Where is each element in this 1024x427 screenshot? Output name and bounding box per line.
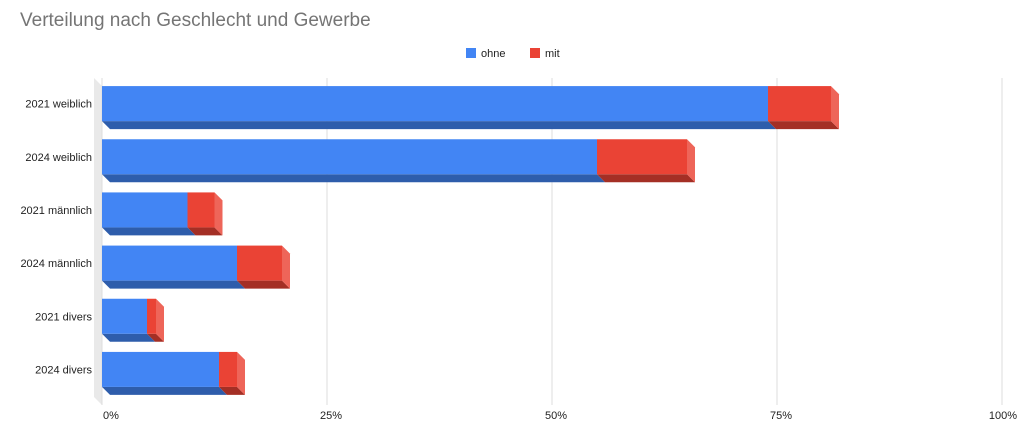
legend-label-mit[interactable]: mit (545, 48, 560, 60)
category-label-2021-divers: 2021 divers (35, 311, 92, 323)
category-label-2024-divers: 2024 divers (35, 364, 92, 376)
bar-mit-2024-weiblich[interactable] (597, 139, 695, 183)
x-tick-label: 25% (320, 410, 342, 422)
category-label-2021-männlich: 2021 männlich (20, 205, 92, 217)
x-tick-label: 75% (770, 410, 792, 422)
chart-title: Verteilung nach Geschlecht und Gewerbe (20, 10, 371, 31)
bar-ohne-2021-weiblich[interactable] (102, 86, 776, 130)
category-labels: 2021 weiblich 2024 weiblich 2021 männlich 2… (20, 99, 92, 377)
bars (102, 86, 839, 395)
axis-side-wall (94, 78, 102, 405)
bar-mit-2021-männlich[interactable] (187, 192, 223, 236)
bar-mit-2024-divers[interactable] (219, 351, 245, 395)
bar-ohne-2024-männlich[interactable] (102, 245, 245, 289)
category-label-2024-männlich: 2024 männlich (20, 258, 92, 270)
x-tick-label: 100% (989, 410, 1017, 422)
legend-swatch-ohne[interactable] (466, 48, 476, 58)
category-label-2024-weiblich: 2024 weiblich (25, 152, 92, 164)
bar-mit-2021-divers[interactable] (147, 298, 164, 342)
category-label-2021-weiblich: 2021 weiblich (25, 99, 92, 111)
grid (94, 78, 1003, 405)
legend-swatch-mit[interactable] (530, 48, 540, 58)
x-axis-ticks: 0% 25% 50% 75% 100% (103, 410, 1017, 422)
bar-ohne-2024-divers[interactable] (102, 351, 227, 395)
x-tick-label: 50% (545, 410, 567, 422)
x-tick-label: 0% (103, 410, 119, 422)
bar-mit-2024-männlich[interactable] (237, 245, 290, 289)
legend[interactable]: ohne mit (466, 48, 560, 60)
bar-mit-2021-weiblich[interactable] (768, 86, 839, 130)
bar-ohne-2021-divers[interactable] (102, 298, 155, 342)
bar-ohne-2024-weiblich[interactable] (102, 139, 605, 183)
legend-label-ohne[interactable]: ohne (481, 48, 505, 60)
bar-ohne-2021-männlich[interactable] (102, 192, 196, 236)
